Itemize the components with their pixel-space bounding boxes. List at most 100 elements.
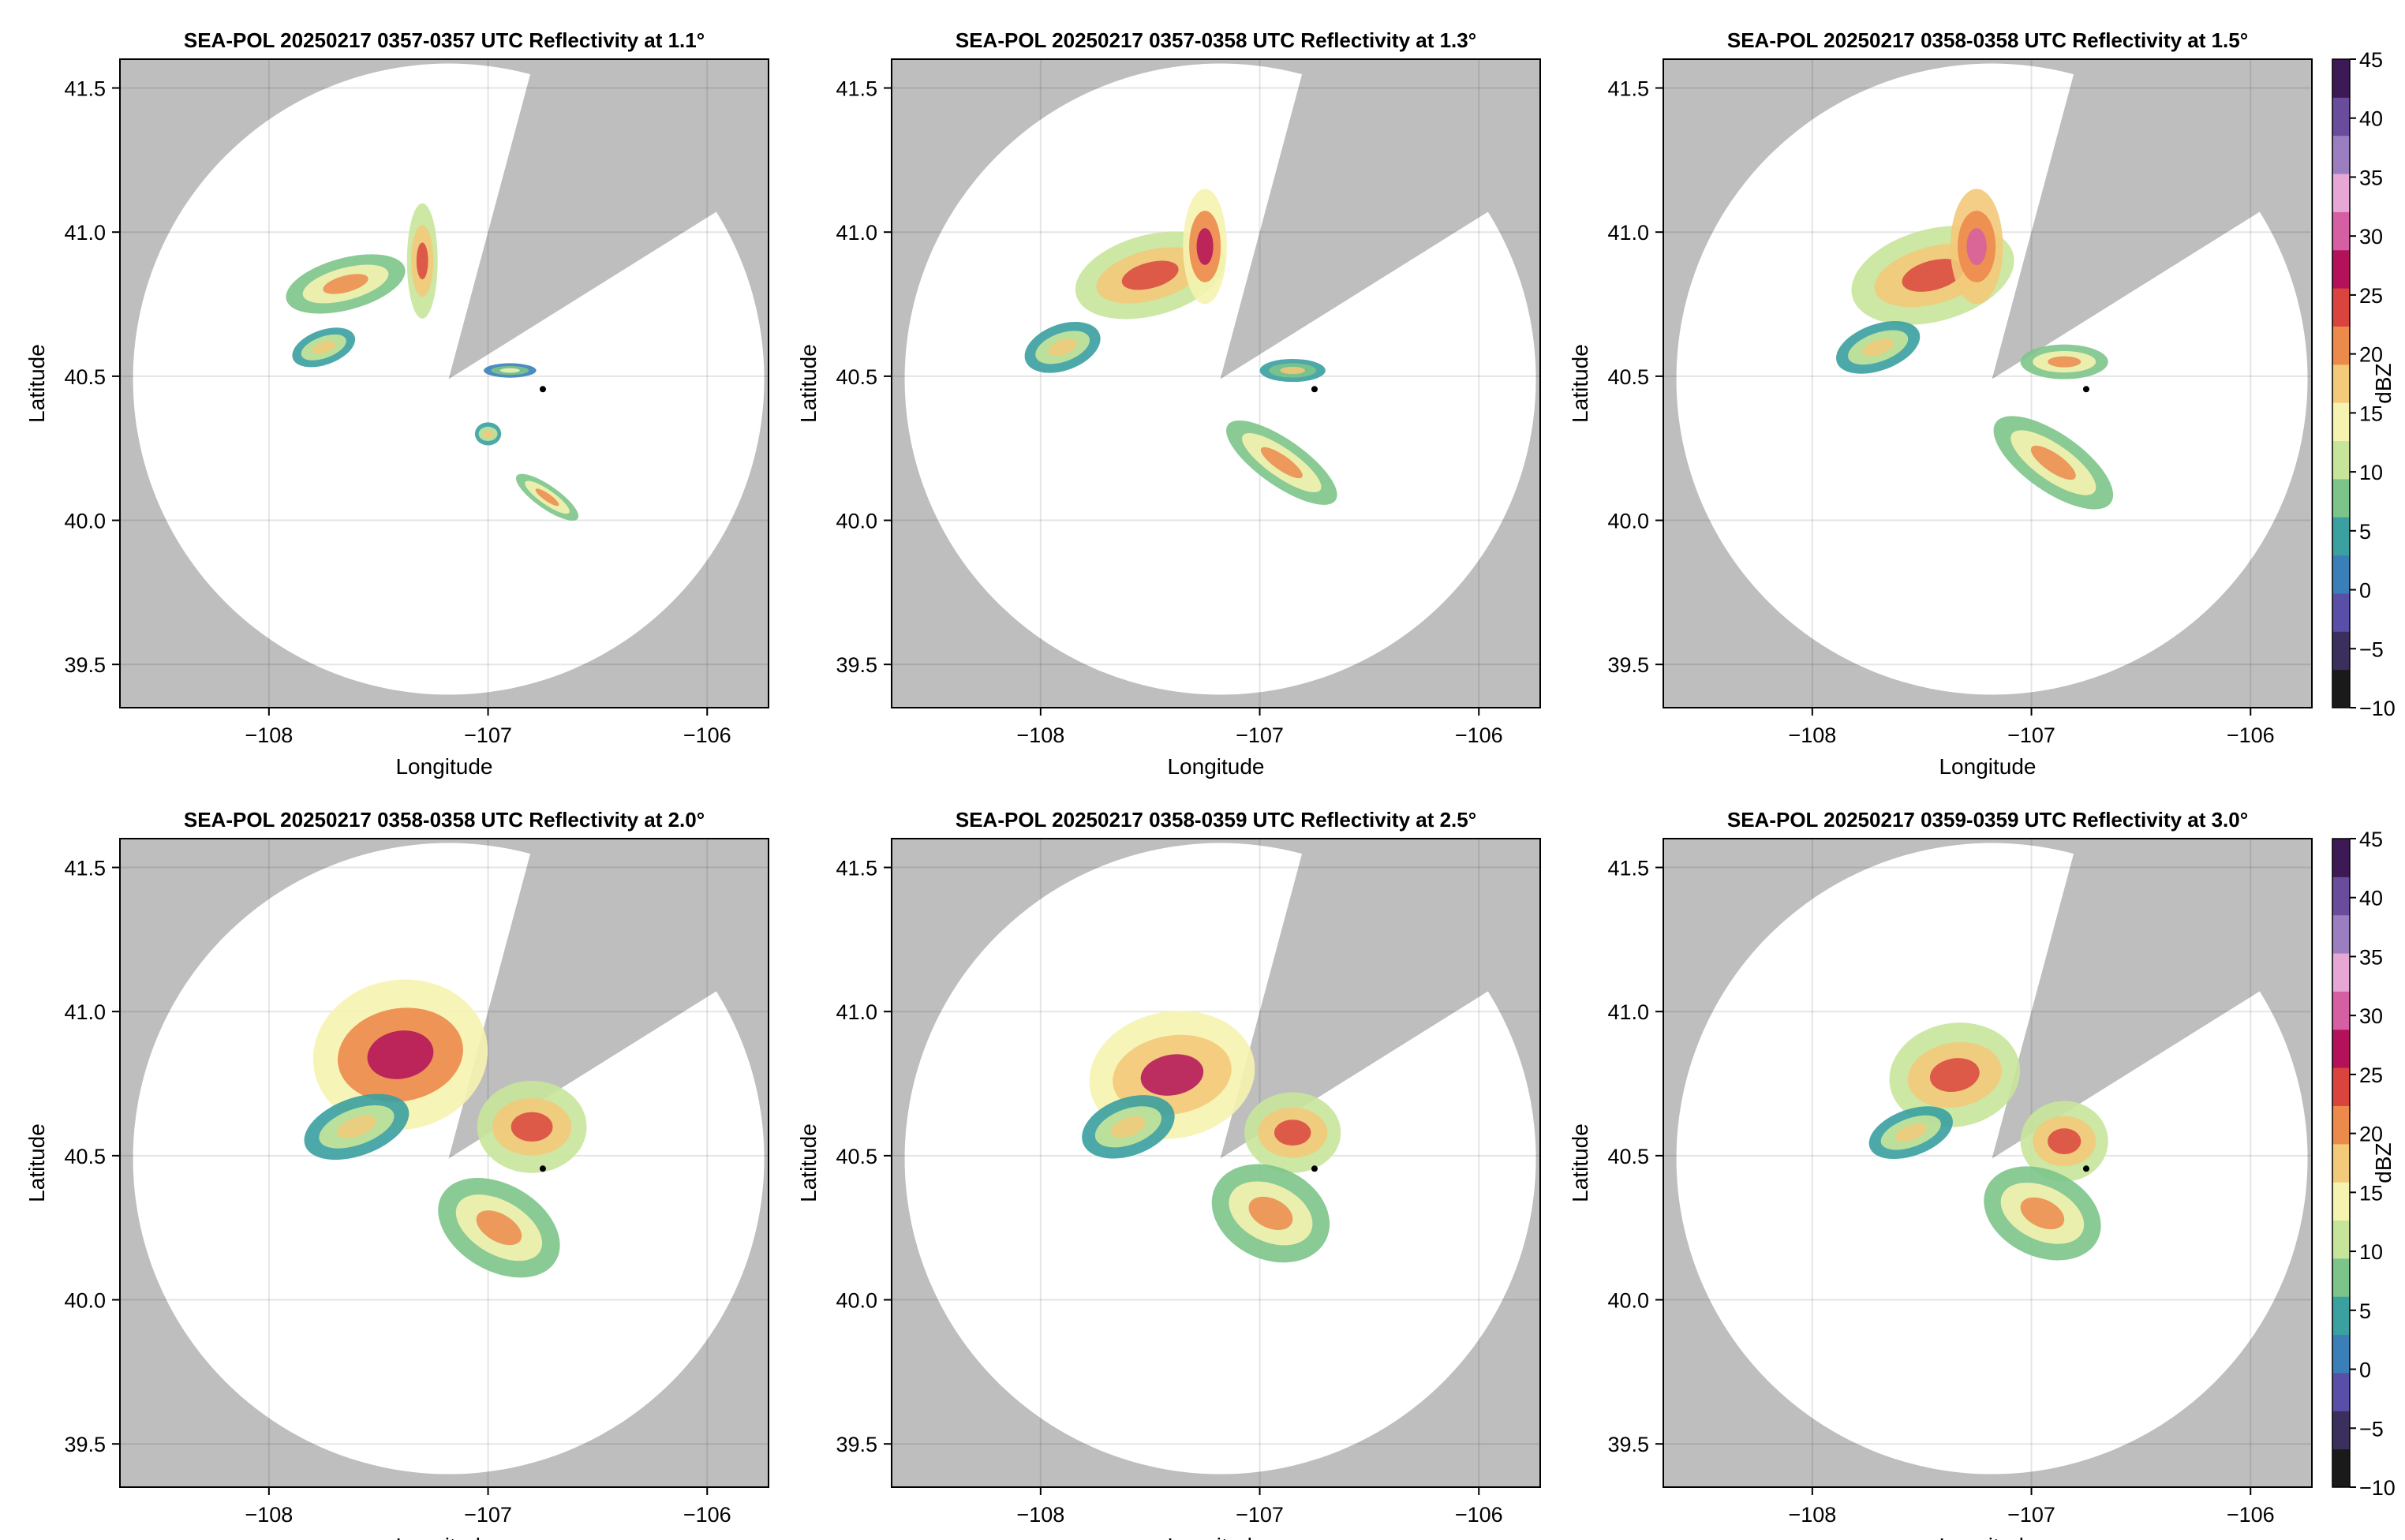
- colorbar-segment: [2332, 953, 2350, 992]
- echo-core: [511, 1112, 553, 1142]
- blocked-sector: [448, 59, 743, 379]
- colorbar-segment: [2332, 364, 2350, 403]
- echo-cell: [474, 422, 502, 446]
- colorbar-tick-label: 10: [2359, 1240, 2383, 1264]
- echo-core: [499, 368, 520, 373]
- colorbar-segment: [2332, 1334, 2350, 1374]
- ytick-label: 40.5: [836, 1145, 877, 1168]
- colorbar-tick-label: 0: [2359, 1359, 2371, 1382]
- colorbar-tick-label: 20: [2359, 343, 2383, 367]
- colorbar-segment: [2332, 326, 2350, 365]
- echo-cell: [304, 1093, 410, 1161]
- colorbar-tick-label: 45: [2359, 48, 2383, 72]
- y-axis-label: Latitude: [796, 1123, 821, 1202]
- ytick-label: 41.5: [64, 857, 106, 880]
- ytick-label: 40.5: [1607, 1145, 1649, 1168]
- xtick-label: −108: [1788, 723, 1836, 747]
- ytick-label: 41.0: [64, 1000, 106, 1024]
- ytick-label: 40.0: [64, 1289, 106, 1313]
- colorbar-tick-label: −10: [2359, 697, 2396, 720]
- colorbar-segment: [2332, 555, 2350, 594]
- colorbar-segment: [2332, 249, 2350, 289]
- echo-cell: [1259, 358, 1326, 383]
- site-marker: [539, 386, 546, 393]
- x-axis-label: Longitude: [395, 754, 492, 779]
- colorbar-segment: [2332, 1220, 2350, 1259]
- site-marker: [1311, 386, 1318, 393]
- ytick-label: 40.5: [836, 365, 877, 389]
- echo-core: [2048, 356, 2081, 368]
- colorbar-1: −10 −5 0 5 10 15 20 25 30 35 40 45 dBZ: [2332, 48, 2396, 720]
- colorbar-segment: [2332, 914, 2350, 954]
- colorbar-segment: [2332, 402, 2350, 442]
- panel-4: −108 −107 −106 39.5 40.0 40.5 41.0 41.5 SEA-POL …: [24, 808, 769, 1540]
- echo-core: [1110, 1116, 1146, 1138]
- echo-cell: [1024, 321, 1101, 373]
- plot-area: [1663, 839, 2312, 1487]
- xtick-label: −108: [1016, 723, 1064, 747]
- panel-title: SEA-POL 20250217 0358-0358 UTC Reflectiv…: [1727, 28, 2248, 52]
- echo-cell: [483, 363, 537, 378]
- echo-cell: [292, 327, 356, 368]
- echo-core: [1902, 259, 1964, 292]
- ytick-label: 40.0: [836, 1289, 877, 1313]
- colorbar-segment: [2332, 1105, 2350, 1145]
- ytick-label: 39.5: [64, 653, 106, 677]
- colorbar-tick-label: 40: [2359, 107, 2383, 131]
- ytick-label: 41.5: [1607, 857, 1649, 880]
- colorbar-segment: [2332, 1029, 2350, 1068]
- colorbar-segment: [2332, 59, 2350, 98]
- echo-core: [1140, 1054, 1204, 1096]
- echo-cell: [515, 473, 579, 521]
- ytick-label: 40.0: [836, 510, 877, 533]
- echo-cell: [1183, 189, 1227, 305]
- colorbar-segment: [2332, 211, 2350, 251]
- colorbar-tick-label: 5: [2359, 1299, 2371, 1323]
- echo-core: [1966, 228, 1987, 265]
- plot-area: [892, 839, 1540, 1487]
- ytick-label: 41.0: [1607, 1000, 1649, 1024]
- ytick-label: 39.5: [1607, 653, 1649, 677]
- site-marker: [539, 1165, 546, 1172]
- ytick-label: 39.5: [1607, 1433, 1649, 1456]
- echo-cell: [286, 254, 406, 314]
- ytick-label: 39.5: [836, 1433, 877, 1456]
- x-axis-label: Longitude: [1939, 754, 2036, 779]
- blocked-sector: [448, 839, 743, 1159]
- y-axis-label: Latitude: [796, 344, 821, 423]
- panel-2: −108 −107 −106 39.5 40.0 40.5 41.0 41.5 SEA-POL …: [796, 28, 1541, 779]
- echo-cell: [438, 1178, 560, 1278]
- ytick-label: 41.0: [836, 1000, 877, 1024]
- echo-cell: [1950, 189, 2003, 305]
- ytick-label: 41.0: [64, 221, 106, 245]
- ytick-label: 41.0: [1607, 221, 1649, 245]
- x-axis-label: Longitude: [1167, 754, 1264, 779]
- echo-cell: [406, 203, 438, 319]
- xtick-label: −107: [2007, 1503, 2055, 1527]
- colorbar-segment: [2332, 440, 2350, 480]
- xtick-label: −106: [2227, 723, 2275, 747]
- xtick-label: −106: [683, 1503, 731, 1527]
- echo-core: [1280, 366, 1306, 375]
- colorbar-tick-label: 35: [2359, 945, 2383, 969]
- ytick-label: 40.0: [1607, 1289, 1649, 1313]
- echo-cell: [1868, 1106, 1953, 1160]
- panel-5: −108 −107 −106 39.5 40.0 40.5 41.0 41.5 SEA-POL …: [796, 808, 1541, 1540]
- colorbar-segment: [2332, 517, 2350, 556]
- colorbar-tick-label: −5: [2359, 637, 2384, 661]
- xtick-label: −107: [464, 1503, 512, 1527]
- echo-core: [1260, 447, 1303, 479]
- colorbar-segment: [2332, 1182, 2350, 1221]
- ytick-label: 40.0: [64, 510, 106, 533]
- echo-core: [1274, 1119, 1311, 1146]
- colorbar-tick-label: 5: [2359, 520, 2371, 544]
- panel-3: −108 −107 −106 39.5 40.0 40.5 41.0 41.5 SEA-POL …: [1568, 28, 2313, 779]
- echo-core: [1048, 338, 1077, 357]
- panel-title: SEA-POL 20250217 0357-0357 UTC Reflectiv…: [184, 28, 705, 52]
- echo-core: [336, 1116, 377, 1138]
- ytick-label: 40.5: [1607, 365, 1649, 389]
- colorbar-segment: [2332, 669, 2350, 708]
- panel-title: SEA-POL 20250217 0357-0358 UTC Reflectiv…: [956, 28, 1476, 52]
- colorbar-segment: [2332, 991, 2350, 1030]
- plot-frame: [891, 838, 1541, 1488]
